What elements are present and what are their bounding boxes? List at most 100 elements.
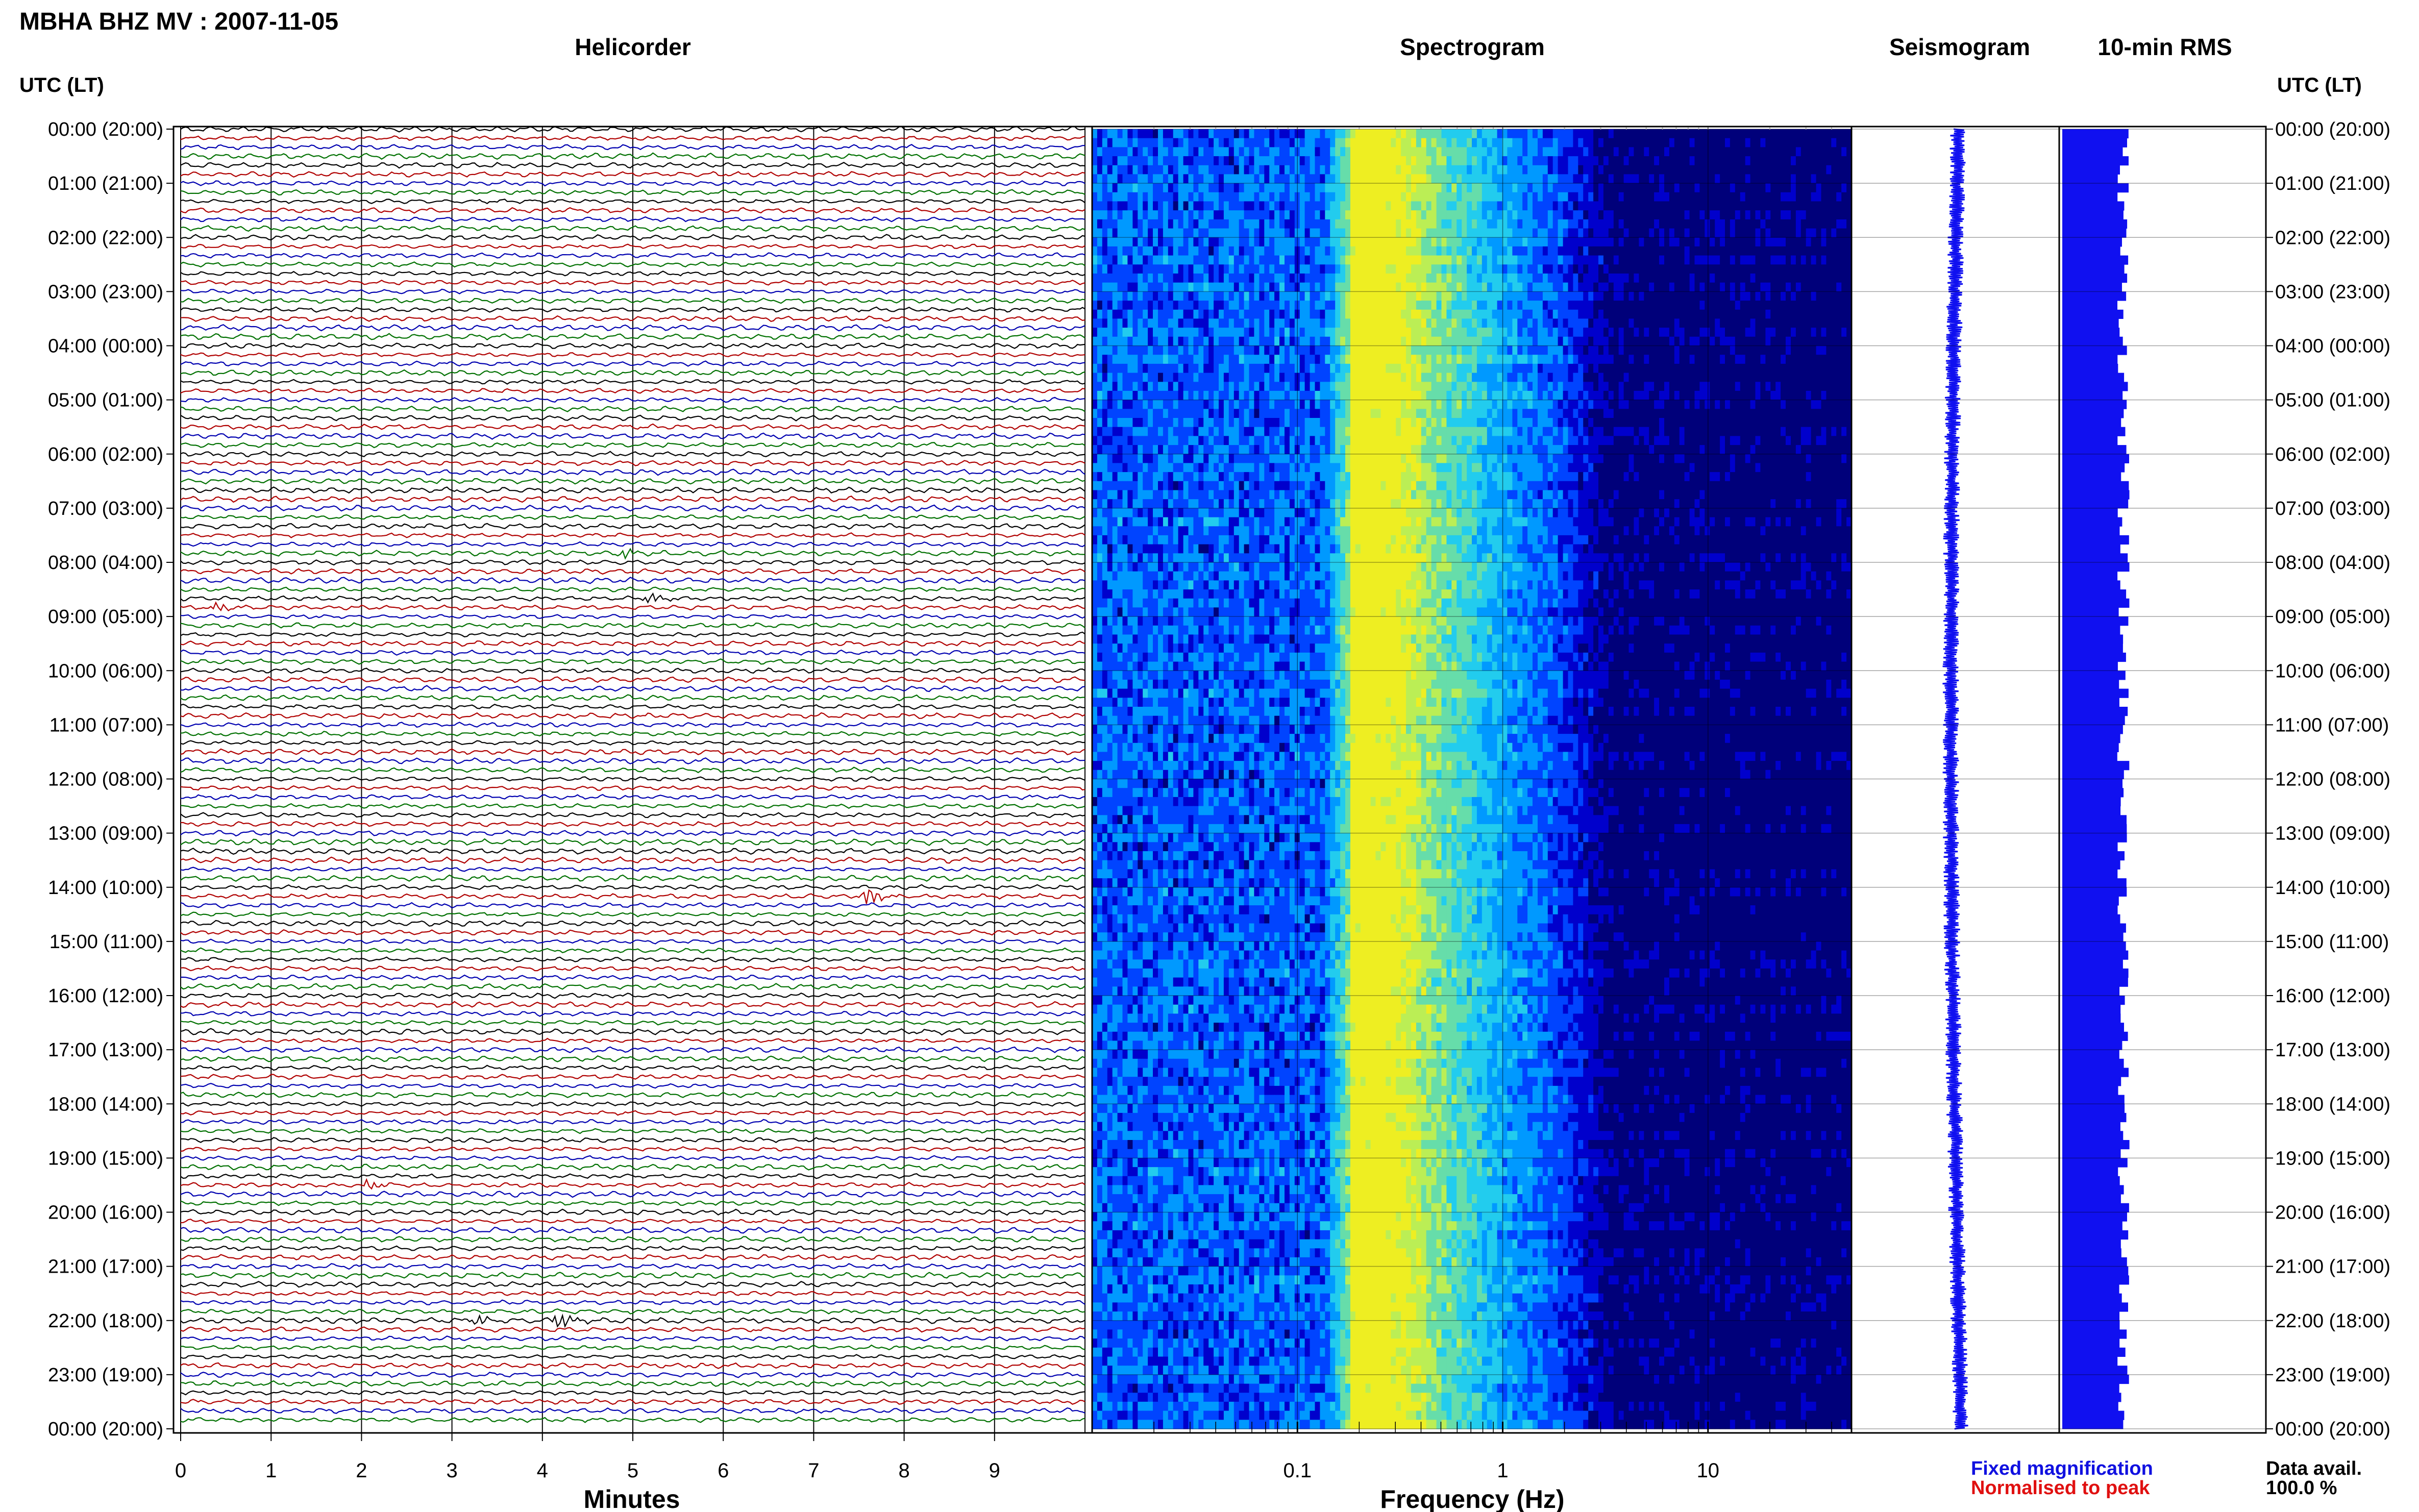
spectrogram-cell — [1533, 264, 1538, 274]
spectrogram-cell — [1178, 174, 1184, 184]
spectrogram-cell — [1365, 255, 1371, 265]
spectrogram-cell — [1634, 274, 1639, 283]
spectrogram-cell — [1603, 264, 1609, 274]
spectrogram-cell — [1836, 255, 1842, 265]
spectrogram-cell — [1401, 363, 1406, 374]
spectrogram-cell — [1097, 219, 1103, 229]
spectrogram-cell — [1558, 355, 1564, 364]
spectrogram-cell — [1183, 328, 1189, 337]
spectrogram-cell — [1795, 345, 1801, 355]
spectrogram-cell — [1228, 264, 1235, 274]
spectrogram-cell — [1821, 246, 1826, 256]
spectrogram-cell — [1219, 192, 1224, 202]
spectrogram-cell — [1112, 382, 1118, 391]
spectrogram-cell — [1578, 390, 1584, 401]
spectrogram-cell — [1102, 255, 1108, 265]
spectrogram-cell — [1628, 219, 1634, 229]
spectrogram-cell — [1806, 228, 1812, 238]
spectrogram-cell — [1451, 255, 1457, 265]
spectrogram-cell — [1446, 345, 1452, 355]
spectrogram-cell — [1841, 336, 1847, 346]
spectrogram-cell — [1654, 363, 1660, 374]
spectrogram-cell — [1441, 318, 1447, 328]
spectrogram-cell — [1507, 246, 1513, 256]
spectrogram-cell — [1441, 336, 1447, 346]
spectrogram-cell — [1203, 201, 1209, 211]
spectrogram-cell — [1654, 219, 1660, 229]
spectrogram-cell — [1568, 363, 1573, 374]
spectrogram-cell — [1193, 328, 1199, 337]
spectrogram-cell — [1775, 345, 1781, 355]
spectrogram-cell — [1330, 147, 1336, 157]
spectrogram-cell — [1375, 291, 1381, 301]
spectrogram-cell — [1325, 165, 1330, 175]
spectrogram-cell — [1836, 237, 1842, 247]
spectrogram-cell — [1694, 192, 1700, 202]
spectrogram-cell — [1679, 264, 1685, 274]
spectrogram-cell — [1143, 228, 1148, 238]
spectrogram-cell — [1457, 355, 1462, 364]
spectrogram-cell — [1593, 409, 1599, 418]
spectrogram-cell — [1512, 147, 1518, 157]
spectrogram-cell — [1552, 129, 1559, 139]
spectrogram-cell — [1730, 183, 1736, 193]
spectrogram-cell — [1396, 418, 1401, 428]
spectrogram-cell — [1132, 328, 1138, 337]
spectrogram-cell — [1533, 219, 1538, 229]
spectrogram-cell — [1593, 355, 1599, 364]
spectrogram-cell — [1214, 363, 1219, 374]
spectrogram-cell — [1502, 355, 1508, 364]
spectrogram-cell — [1760, 390, 1766, 401]
spectrogram-cell — [1462, 201, 1467, 211]
spectrogram-cell — [1669, 355, 1675, 364]
spectrogram-cell — [1436, 382, 1442, 391]
spectrogram-cell — [1396, 183, 1401, 193]
spectrogram-cell — [1689, 174, 1695, 184]
spectrogram-cell — [1628, 373, 1634, 382]
spectrogram-cell — [1203, 390, 1209, 401]
spectrogram-cell — [1269, 418, 1275, 428]
spectrogram-cell — [1644, 219, 1649, 229]
spectrogram-cell — [1745, 336, 1751, 346]
spectrogram-cell — [1365, 282, 1371, 292]
spectrogram-cell — [1214, 192, 1219, 202]
spectrogram-cell — [1821, 336, 1826, 346]
spectrogram-cell — [1715, 382, 1720, 391]
spectrogram-cell — [1694, 147, 1700, 157]
spectrogram-cell — [1628, 165, 1634, 175]
spectrogram-cell — [1527, 192, 1533, 202]
spectrogram-cell — [1457, 255, 1462, 265]
spectrogram-cell — [1795, 418, 1801, 428]
spectrogram-cell — [1791, 390, 1796, 401]
spectrogram-cell — [1188, 201, 1194, 211]
spectrogram-cell — [1583, 165, 1589, 175]
spectrogram-cell — [1143, 363, 1148, 374]
spectrogram-cell — [1208, 274, 1214, 283]
spectrogram-cell — [1558, 309, 1564, 319]
spectrogram-cell — [1618, 183, 1624, 193]
spectrogram-cell — [1396, 255, 1401, 265]
spectrogram-cell — [1674, 328, 1680, 337]
spectrogram-cell — [1153, 409, 1158, 418]
spectrogram-cell — [1715, 418, 1720, 428]
spectrogram-cell — [1421, 400, 1427, 409]
spectrogram-cell — [1512, 363, 1518, 374]
spectrogram-cell — [1831, 336, 1837, 346]
spectrogram-cell — [1775, 328, 1781, 337]
spectrogram-cell — [1168, 192, 1174, 202]
spectrogram-cell — [1831, 246, 1837, 256]
spectrogram-cell — [1208, 400, 1214, 409]
spectrogram-cell — [1558, 228, 1564, 238]
spectrogram-cell — [1244, 345, 1250, 355]
spectrogram-cell — [1143, 427, 1148, 436]
spectrogram-cell — [1233, 301, 1240, 310]
spectrogram-cell — [1274, 156, 1280, 166]
spectrogram-cell — [1092, 201, 1098, 211]
spectrogram-cell — [1522, 246, 1528, 256]
spectrogram-cell — [1345, 418, 1351, 428]
spectrogram-cell — [1127, 138, 1133, 147]
spectrogram-cell — [1102, 246, 1108, 256]
spectrogram-cell — [1446, 129, 1452, 139]
spectrogram-cell — [1563, 156, 1569, 166]
spectrogram-cell — [1836, 219, 1842, 229]
